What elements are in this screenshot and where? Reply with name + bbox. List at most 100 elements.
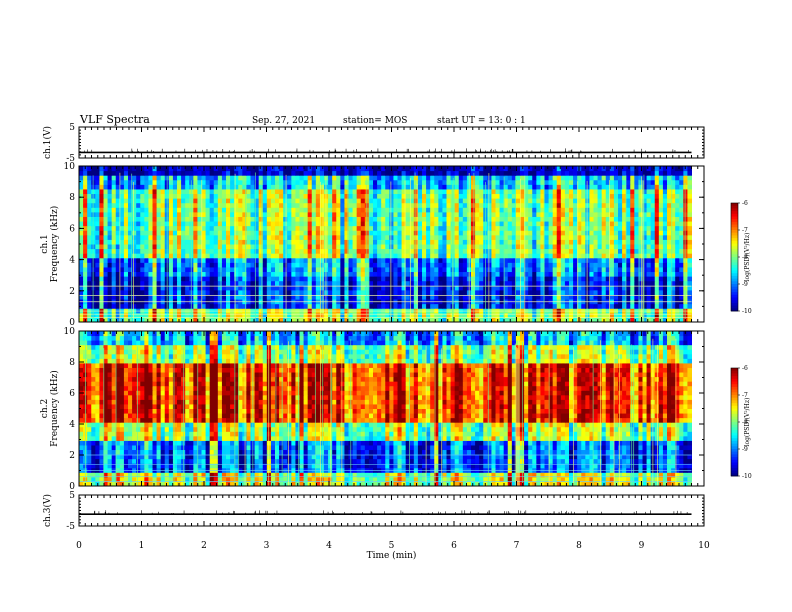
spectrogram-cell: [475, 262, 480, 268]
spectrogram-cell: [564, 216, 570, 222]
spectrogram-cell: [103, 253, 109, 259]
spectrogram-cell: [83, 221, 88, 227]
spectrogram-cell: [544, 271, 550, 277]
spectrogram-cell: [270, 262, 276, 268]
spectrogram-cell: [315, 285, 321, 291]
spectrogram-cell: [634, 280, 639, 286]
spectrogram-cell: [683, 289, 688, 295]
spectrogram-cell: [136, 188, 141, 195]
spectrogram-cell: [634, 271, 639, 277]
spectrogram-cell: [254, 285, 260, 291]
spectrogram-cell: [413, 271, 419, 277]
spectrogram-cell: [128, 317, 133, 323]
spectrogram-cell: [532, 202, 537, 208]
spectrogram-cell: [552, 262, 558, 268]
spectrogram-cell: [128, 266, 133, 273]
spectrogram-cell: [279, 280, 284, 286]
spectrogram-cell: [683, 221, 688, 227]
spectrogram-cell: [556, 266, 562, 273]
spectrogram-cell: [634, 285, 639, 291]
spectrogram-cell: [528, 225, 533, 231]
spectrogram-cell: [581, 221, 586, 227]
spectrogram-cell: [413, 289, 419, 295]
spectrogram-cell: [622, 244, 627, 250]
spectrogram-cell: [360, 253, 366, 259]
spectrogram-cell: [221, 198, 227, 204]
spectrogram-cell: [91, 276, 96, 282]
spectrogram-cell: [515, 216, 521, 222]
spectrogram-cell: [536, 257, 541, 263]
spectrogram-cell: [389, 198, 394, 204]
spectrogram-cell: [430, 207, 435, 213]
spectrogram-cell: [238, 193, 243, 199]
spectrogram-cell: [377, 179, 382, 185]
spectrogram-cell: [638, 207, 643, 213]
spectrogram-cell: [573, 211, 578, 217]
spectrogram-cell: [119, 207, 125, 213]
spectrogram-cell: [389, 193, 394, 199]
spectrogram-cell: [181, 312, 186, 318]
spectrogram-cell: [679, 266, 684, 273]
spectrogram-cell: [270, 230, 276, 236]
spectrogram-cell: [87, 312, 92, 318]
spectrogram-cell: [283, 221, 288, 227]
spectrogram-cell: [581, 271, 586, 277]
spectrogram-cell: [99, 221, 104, 227]
spectrogram-cell: [434, 303, 439, 309]
spectrogram-cell: [577, 211, 582, 217]
spectrogram-cell: [344, 285, 349, 291]
spectrogram-cell: [234, 285, 239, 291]
spectrogram-cell: [311, 276, 317, 282]
spectrogram-cell: [601, 289, 607, 295]
spectrogram-cell: [581, 234, 586, 240]
spectrogram-cell: [303, 188, 309, 195]
spectrogram-cell: [528, 207, 533, 213]
spectrogram-cell: [687, 207, 692, 213]
spectrogram-cell: [344, 271, 349, 277]
spectrogram-cell: [654, 266, 660, 273]
spectrogram-cell: [442, 280, 447, 286]
spectrogram-cell: [181, 244, 186, 250]
spectrogram-cell: [373, 179, 378, 185]
spectrogram-cell: [646, 303, 652, 309]
station-label: station= MOS: [343, 116, 407, 126]
spectrogram-cell: [115, 244, 121, 250]
spectrogram-cell: [605, 285, 611, 291]
spectrogram-cell: [87, 188, 92, 195]
spectrogram-cell: [613, 216, 619, 222]
spectrogram-cell: [622, 266, 627, 273]
spectrogram-cell: [115, 202, 121, 208]
spectrogram-cell: [336, 248, 341, 254]
spectrogram-cell: [413, 216, 419, 222]
spectrogram-cell: [356, 202, 362, 208]
spectrogram-cell: [491, 285, 496, 291]
spectrogram-cell: [548, 225, 554, 231]
spectrogram-cell: [671, 280, 676, 286]
spectrogram-cell: [87, 289, 92, 295]
spectrogram-cell: [103, 271, 109, 277]
spectrogram-cell: [446, 271, 452, 277]
spectrogram-cell: [524, 271, 529, 277]
spectrogram-cell: [270, 266, 276, 273]
spectrogram-cell: [140, 230, 145, 236]
spectrogram-cell: [270, 280, 276, 286]
spectrogram-cell: [238, 179, 243, 185]
spectrogram-cell: [634, 230, 639, 236]
spectrogram-cell: [238, 202, 243, 208]
spectrogram-cell: [609, 188, 615, 195]
spectrogram-cell: [454, 184, 460, 190]
spectrogram-cell: [140, 289, 145, 295]
spectrogram-cell: [356, 211, 362, 217]
spectrogram-cell: [503, 271, 509, 277]
spectrogram-cell: [344, 184, 349, 190]
spectrogram-cell: [136, 211, 141, 217]
spectrogram-cell: [454, 221, 460, 227]
spectrogram-cell: [528, 312, 533, 318]
spectrogram-cell: [679, 211, 684, 217]
spectrogram-cell: [560, 294, 566, 300]
spectrogram-cell: [262, 225, 268, 231]
spectrogram-cell: [242, 317, 247, 323]
spectrogram-cell: [426, 276, 431, 282]
spectrogram-cell: [556, 211, 562, 217]
spectrogram-cell: [569, 317, 574, 323]
